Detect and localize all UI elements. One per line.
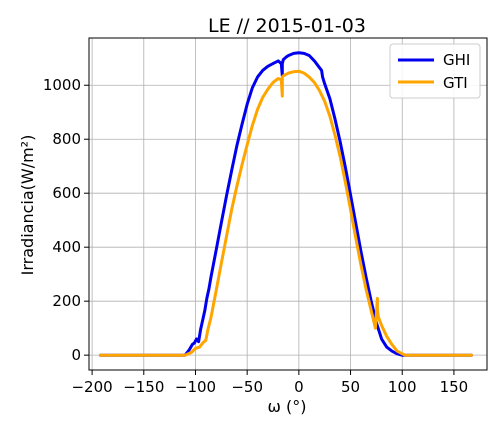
x-axis: −200 −150 −100 −50 0 50 100 150 — [71, 370, 468, 396]
y-axis: 0 200 400 600 800 1000 — [43, 76, 89, 364]
legend: GHI GTI — [389, 43, 481, 99]
y-tick-label: 1000 — [43, 76, 81, 94]
chart-title: LE // 2015-01-03 — [208, 15, 366, 37]
series-line-gti — [98, 69, 473, 357]
x-axis-label: ω (°) — [268, 397, 307, 416]
x-tick-label: 100 — [388, 378, 417, 396]
legend-box — [389, 43, 481, 99]
x-tick-label: 50 — [341, 378, 360, 396]
y-tick-label: 0 — [71, 346, 81, 364]
y-tick-label: 600 — [52, 184, 81, 202]
y-tick-label: 400 — [52, 238, 81, 256]
x-tick-label: −150 — [123, 378, 164, 396]
legend-label-gti: GTI — [443, 74, 468, 92]
y-axis-label: Irradiancia(W/m²) — [18, 135, 37, 276]
y-tick-label: 200 — [52, 292, 81, 310]
x-tick-label: 150 — [440, 378, 469, 396]
x-tick-label: −100 — [175, 378, 216, 396]
plot-frame — [88, 37, 488, 371]
x-tick-label: −200 — [71, 378, 112, 396]
x-tick-label: 0 — [294, 378, 304, 396]
series-layer — [98, 51, 473, 357]
y-tick-label: 800 — [52, 130, 81, 148]
x-tick-label: −50 — [231, 378, 263, 396]
legend-label-ghi: GHI — [443, 51, 470, 69]
